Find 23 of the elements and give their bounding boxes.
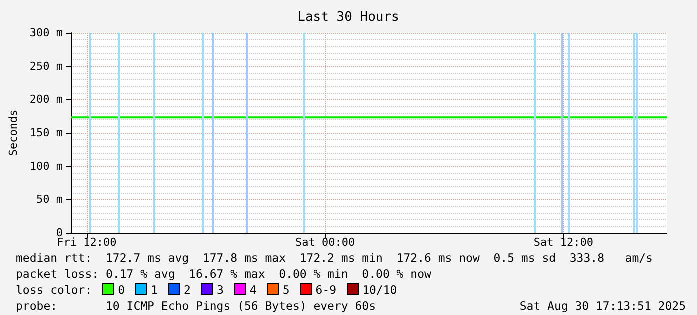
text: packet loss: 0.17 % avg 16.67 % max 0.00 % min 0.00 % now <box>16 266 432 282</box>
text: 6-9 <box>316 283 337 297</box>
text: 4 <box>250 283 257 297</box>
text: loss color: <box>16 283 92 297</box>
y-tick-label: 250 m <box>30 60 64 73</box>
text: Sat Aug 30 17:13:51 2025 <box>520 298 686 314</box>
y-tick-label: 100 m <box>30 160 64 173</box>
text: 1 <box>151 283 158 297</box>
text: 0 <box>118 283 126 297</box>
y-tick-label: 300 m <box>30 26 64 40</box>
text: 10/10 <box>362 283 398 297</box>
text: 2 <box>184 283 191 297</box>
y-tick-label: 50 m <box>36 193 64 206</box>
text: median rtt: 172.7 ms avg 177.8 ms max 172.2 ms min 172.6 ms now 0.5 ms sd 333.8 am/s <box>16 250 654 266</box>
text: probe: 10 ICMP Echo Pings (56 Bytes) every 60s <box>16 299 376 313</box>
y-tick-label: 150 m <box>30 126 64 140</box>
x-tick-label: Sat 00:00 <box>295 236 356 249</box>
text: 3 <box>216 283 224 297</box>
text: 5 <box>282 283 290 297</box>
y-tick-label: 200 m <box>30 93 64 106</box>
x-tick-label: Sat 12:00 <box>534 236 594 249</box>
y-axis-title: Seconds <box>7 110 20 156</box>
chart-title: Last 30 Hours <box>298 10 400 25</box>
